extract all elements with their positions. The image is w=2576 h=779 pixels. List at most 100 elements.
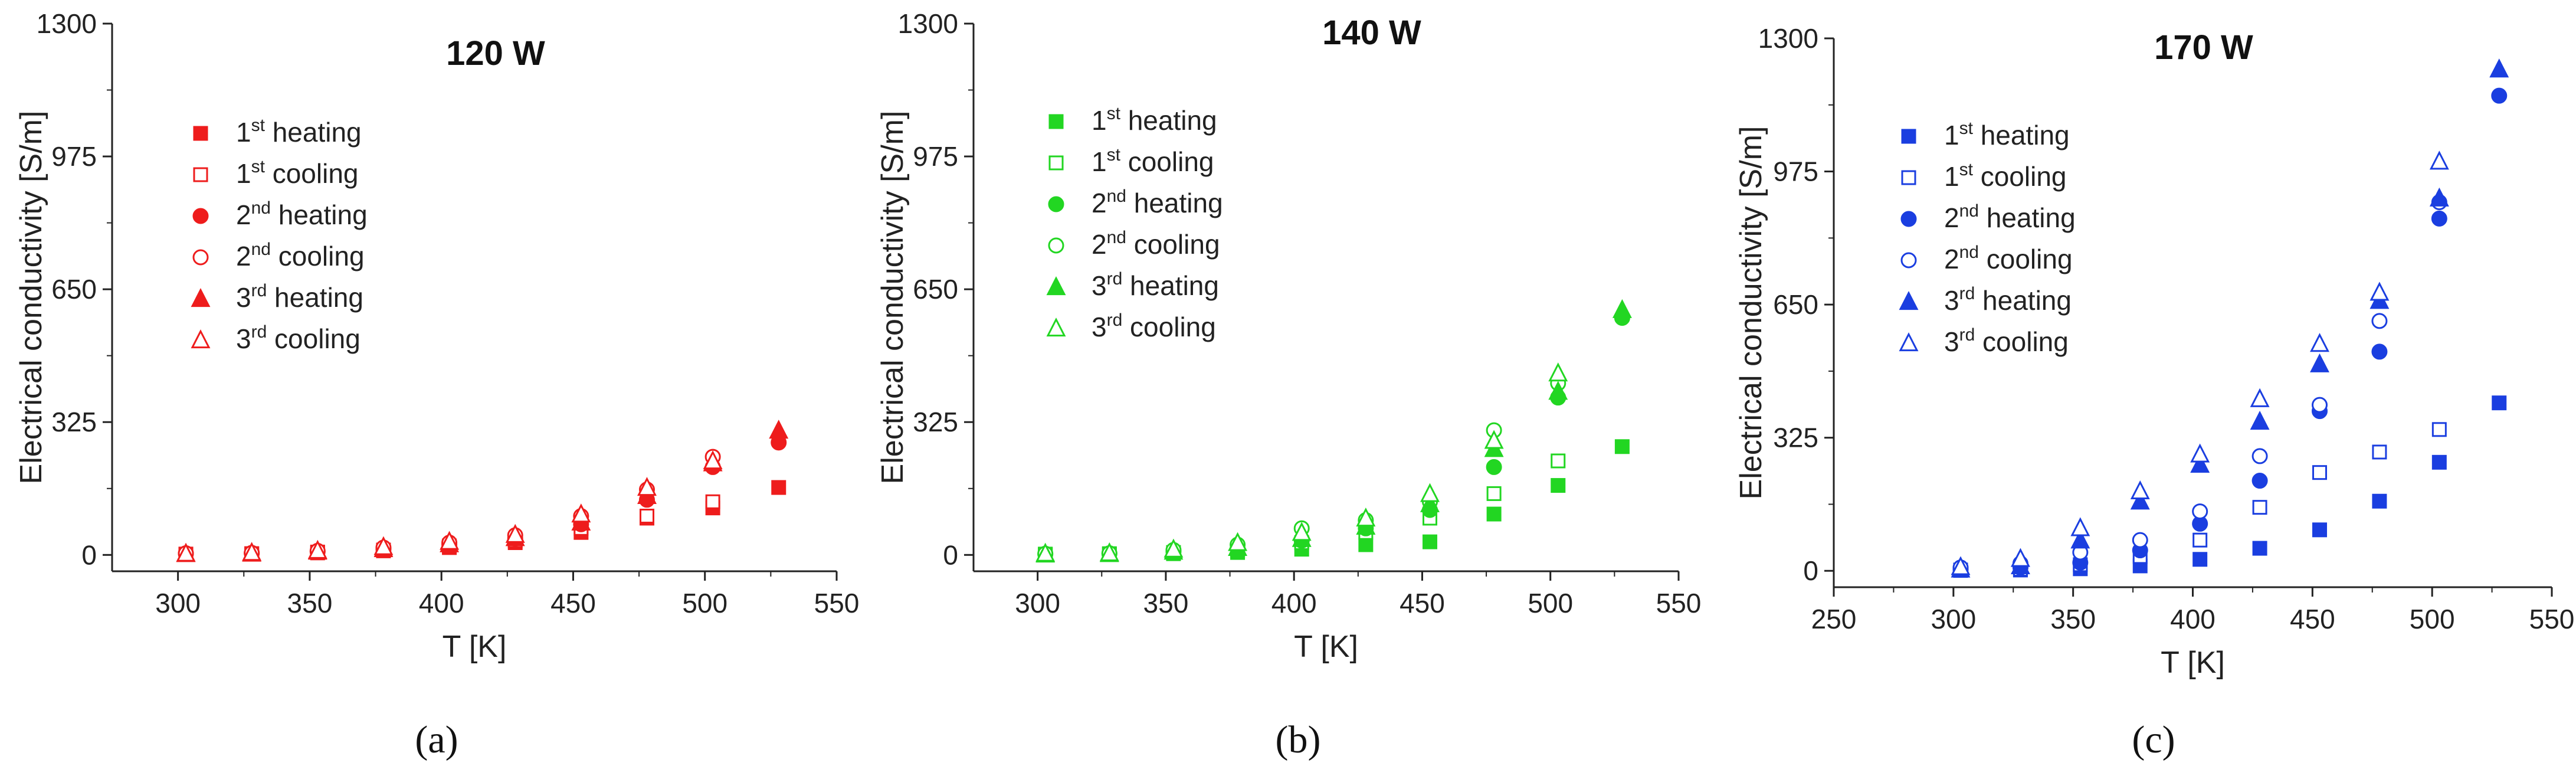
legend-label: 2nd heating [1944, 201, 2076, 233]
chart-title: 120 W [446, 34, 545, 73]
x-tick-label: 450 [550, 588, 596, 618]
data-point [2431, 454, 2447, 470]
data-point [2310, 353, 2329, 372]
y-tick-label: 975 [913, 141, 958, 172]
chart-title: 170 W [2154, 28, 2253, 67]
y-tick-label: 0 [943, 539, 958, 570]
x-tick-label: 450 [1400, 588, 1445, 618]
data-point [2312, 397, 2328, 413]
x-tick-label: 350 [2050, 604, 2096, 634]
data-point [771, 480, 786, 495]
chart-panel-3: 250 300 350 400 450 500 550 0 325 650 975 1300 T [K]… [1734, 23, 2574, 761]
data-point [1228, 532, 1248, 551]
legend-marker [191, 329, 211, 349]
data-point [639, 509, 654, 524]
y-tick-label: 325 [1773, 423, 1818, 453]
data-point [2312, 465, 2328, 480]
panel-label: (a) [415, 718, 458, 761]
data-point [2371, 343, 2388, 360]
data-point [2251, 473, 2268, 489]
legend-label: 1st heating [236, 116, 362, 148]
x-tick-label: 400 [2170, 604, 2216, 634]
data-point [1358, 537, 1374, 552]
legend-marker [1048, 114, 1064, 129]
data-point [1614, 439, 1630, 454]
series-3rd-cooling [176, 450, 723, 562]
x-tick-label: 550 [814, 588, 860, 618]
series-3rd-heating [176, 420, 789, 562]
data-point [1099, 542, 1119, 561]
panel-label: (b) [1276, 718, 1321, 761]
data-point [2070, 529, 2090, 549]
legend-marker [1900, 211, 1917, 227]
legend-label: 3rd heating [1944, 284, 2072, 316]
data-point [2070, 517, 2090, 536]
data-point [2491, 87, 2508, 104]
data-point [2192, 552, 2208, 567]
legend-marker [1899, 332, 1919, 352]
data-point [2431, 422, 2447, 437]
data-point [373, 536, 394, 555]
series-1st-heating [1953, 395, 2507, 578]
y-tick-label: 325 [51, 407, 97, 437]
data-point [2250, 388, 2270, 407]
data-point [2252, 500, 2267, 515]
x-tick-label: 400 [419, 588, 464, 618]
legend-marker [192, 208, 209, 224]
y-tick-label: 975 [1773, 156, 1818, 187]
legend-label: 2nd heating [1092, 186, 1223, 218]
chart-panel-2: 300 350 400 450 500 550 0 325 650 975 1300 T [K] Ele… [876, 8, 1701, 761]
x-tick-label: 250 [1811, 604, 1857, 634]
data-point [307, 539, 327, 559]
y-tick-label: 650 [1773, 289, 1818, 320]
y-axis-label: Electrical conductivity [S/m] [14, 111, 48, 485]
legend-label: 3rd cooling [1944, 325, 2069, 357]
data-point [2130, 490, 2150, 510]
series-2nd-heating [1037, 310, 1630, 562]
data-point [2431, 210, 2447, 227]
legend: 1st heating 1st cooling 2nd heating 2nd coo… [191, 116, 368, 354]
series-1st-heating [1038, 439, 1630, 562]
y-axis-label: Electrical conductivity [S/m] [1734, 126, 1768, 500]
y-tick-label: 1300 [1758, 23, 1818, 54]
legend-marker [192, 249, 209, 266]
data-point [703, 450, 723, 470]
series-3rd-cooling [1951, 150, 2449, 575]
data-point [2192, 532, 2208, 548]
x-tick-label: 300 [1931, 604, 1976, 634]
data-point [705, 494, 720, 509]
data-point [2312, 522, 2328, 538]
legend-marker [193, 167, 208, 182]
x-tick-label: 500 [1528, 588, 1573, 618]
data-point [2372, 493, 2387, 509]
x-tick-label: 500 [682, 588, 727, 618]
data-point [571, 503, 591, 523]
legend-marker [1048, 196, 1064, 212]
data-point [769, 420, 789, 439]
legend-label: 3rd heating [236, 281, 363, 313]
x-tick-label: 350 [287, 588, 333, 618]
legend-marker [1046, 318, 1066, 337]
data-point [2429, 150, 2449, 170]
legend-label: 3rd heating [1092, 269, 1219, 301]
legend-label: 2nd cooling [1092, 228, 1220, 260]
legend-label: 1st heating [1944, 119, 2070, 150]
data-point [2371, 313, 2388, 329]
y-tick-label: 1300 [898, 8, 958, 39]
x-axis-label: T [K] [1294, 630, 1358, 664]
legend-label: 1st cooling [1944, 160, 2067, 192]
legend-marker [1901, 170, 1916, 185]
x-tick-label: 300 [1015, 588, 1060, 618]
y-tick-label: 650 [51, 274, 97, 305]
series-3rd-cooling [1035, 362, 1568, 562]
data-point [1486, 506, 1502, 522]
data-point [2190, 453, 2210, 473]
x-tick-label: 350 [1143, 588, 1189, 618]
panel-label: (c) [2132, 718, 2175, 761]
data-point [2310, 333, 2329, 352]
data-point [1035, 542, 1056, 562]
data-point [2489, 58, 2509, 78]
series-2nd-heating [178, 434, 787, 562]
data-point [2372, 444, 2387, 460]
data-point [1422, 534, 1437, 549]
